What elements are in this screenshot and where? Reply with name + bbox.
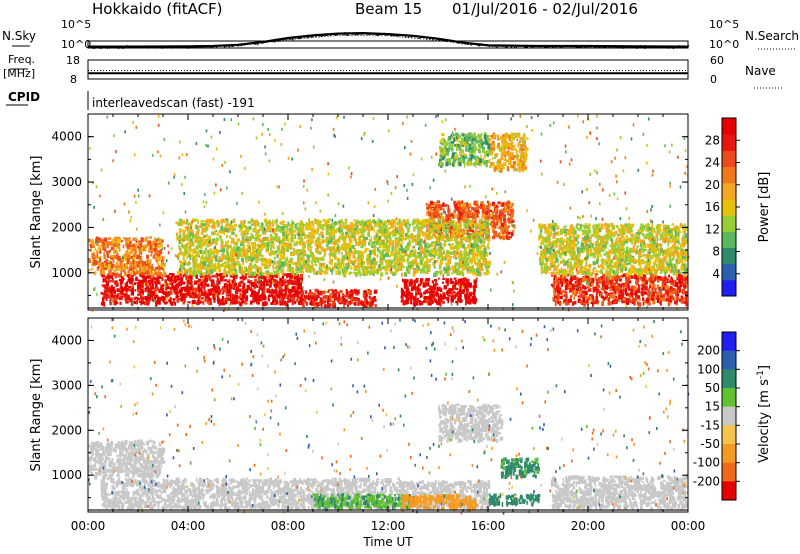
power-colorbar-tick-6: 28 — [705, 133, 720, 147]
power-cells — [88, 114, 690, 313]
xtick-3: 12:00 — [371, 519, 406, 533]
xlabel: Time UT — [362, 535, 413, 549]
velocity-colorbar-seg-3 — [722, 388, 736, 408]
velocity-colorbar-tick-0: 200 — [697, 344, 720, 358]
xtick-4: 16:00 — [471, 519, 506, 533]
velocity-colorbar-seg-5 — [722, 425, 736, 445]
date-range: 01/Jul/2016 - 02/Jul/2016 — [452, 0, 638, 18]
power-colorbar-seg-5 — [722, 198, 736, 216]
power-colorbar-seg-7 — [722, 166, 736, 184]
nave-label: Nave — [745, 64, 776, 78]
freq-label-line2: [MHz] — [3, 67, 35, 80]
power-colorbar-tick-2: 12 — [705, 222, 720, 236]
noise-right-tick-top: 10^5 — [709, 18, 739, 31]
velocity-ytick-2: 3000 — [51, 378, 82, 392]
freq-frame — [87, 59, 689, 80]
power-colorbar-seg-8 — [722, 150, 736, 168]
velocity-colorbar-seg-2 — [722, 369, 736, 389]
power-colorbar-seg-10 — [722, 118, 736, 135]
power-colorbar-tick-0: 4 — [712, 267, 720, 281]
velocity-colorbar-tick-5: -50 — [700, 437, 720, 451]
velocity-colorbar-tick-1: 100 — [697, 362, 720, 376]
velocity-colorbar-seg-0 — [722, 332, 736, 352]
freq-tick-top: 18 — [66, 54, 80, 67]
power-ytick-1: 2000 — [51, 220, 82, 234]
noise-sky-points — [88, 32, 690, 49]
velocity-ylabel: Slant Range [km] — [29, 359, 44, 472]
xtick-0: 00:00 — [71, 519, 106, 533]
power-ytick-3: 4000 — [51, 130, 82, 144]
cpid-value: interleavedscan (fast) -191 — [92, 96, 255, 110]
power-colorbar-seg-9 — [722, 134, 736, 151]
power-colorbar-seg-2 — [722, 247, 736, 265]
xtick-2: 08:00 — [271, 519, 306, 533]
power-colorbar-seg-4 — [722, 215, 736, 232]
freq-tick-bottom: 8 — [70, 73, 77, 86]
power-ytick-2: 3000 — [51, 175, 82, 189]
power-ylabel: Slant Range [km] — [29, 156, 44, 269]
noise-left-tick-bottom: 10^0 — [61, 38, 91, 51]
power-colorbar-tick-3: 16 — [705, 200, 720, 214]
velocity-colorbar-tick-4: -15 — [700, 418, 720, 432]
velocity-colorbar-seg-1 — [722, 350, 736, 370]
noise-left-tick-top: 10^5 — [61, 18, 91, 31]
radar-title: Hokkaido (fitACF) — [92, 0, 223, 18]
power-colorbar-tick-5: 24 — [705, 156, 720, 170]
velocity-colorbar-frame — [721, 331, 737, 501]
velocity-colorbar-tick-6: -100 — [693, 456, 720, 470]
velocity-cells — [88, 318, 690, 515]
noise-right-tick-bottom: 10^0 — [709, 38, 739, 51]
freq-label-line1: Freq. — [8, 53, 35, 66]
power-colorbar-seg-3 — [722, 231, 736, 248]
velocity-colorbar-seg-4 — [722, 406, 736, 426]
velocity-colorbar-tick-7: -200 — [693, 474, 720, 488]
power-ytick-0: 1000 — [51, 266, 82, 280]
power-colorbar-tick-1: 8 — [712, 245, 720, 259]
velocity-ytick-3: 4000 — [51, 333, 82, 347]
noise-right-label: N.Search — [745, 29, 799, 43]
xtick-5: 20:00 — [571, 519, 606, 533]
power-colorbar-seg-1 — [722, 263, 736, 281]
velocity-colorbar-tick-2: 50 — [705, 381, 720, 395]
velocity-colorbar-label: Velocity [m s-1] — [756, 365, 772, 463]
velocity-colorbar-seg-6 — [722, 444, 736, 464]
beam-label: Beam 15 — [355, 0, 423, 18]
velocity-ytick-1: 2000 — [51, 423, 82, 437]
power-colorbar-tick-4: 20 — [705, 178, 720, 192]
velocity-colorbar-seg-8 — [722, 481, 736, 501]
nave-tick-top: 60 — [710, 54, 724, 67]
noise-frame — [87, 40, 689, 49]
xtick-6: 00:00 — [671, 519, 706, 533]
nave-tick-bottom: 0 — [710, 73, 717, 86]
xtick-1: 04:00 — [171, 519, 206, 533]
velocity-colorbar-tick-3: 15 — [705, 400, 720, 414]
noise-left-label: N.Sky — [2, 29, 36, 43]
velocity-ytick-0: 1000 — [51, 468, 82, 482]
power-colorbar-seg-6 — [722, 182, 736, 200]
velocity-colorbar-seg-7 — [722, 462, 736, 482]
power-colorbar-label: Power [dB] — [757, 172, 772, 243]
cpid-label: CPID — [8, 90, 40, 104]
power-colorbar-seg-0 — [722, 279, 736, 297]
noise-sky-line — [88, 31, 689, 48]
